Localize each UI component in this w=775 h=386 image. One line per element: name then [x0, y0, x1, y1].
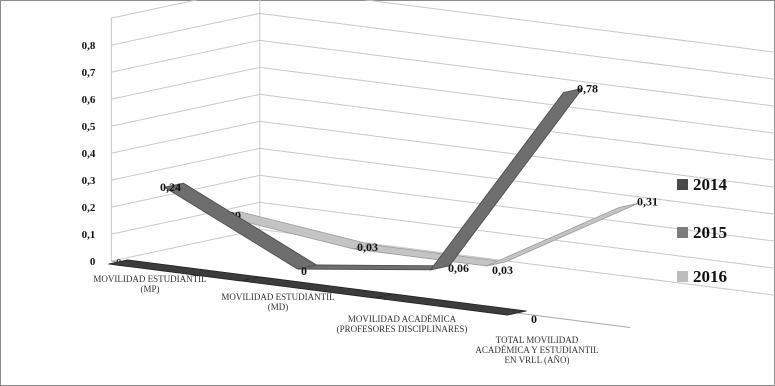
data-label-2014: 0 — [382, 291, 388, 303]
ribbon-segment-2015 — [297, 264, 450, 271]
gridline — [111, 66, 775, 134]
ribbon-segment-2015 — [429, 87, 584, 271]
data-label-2014: 0 — [531, 312, 537, 326]
y-tick-label: 0,5 — [82, 121, 96, 133]
legend-label-2016: 2016 — [693, 267, 727, 286]
ribbon-segment-2014 — [374, 293, 527, 316]
data-label-2015: 0,78 — [577, 81, 598, 95]
x-tick-label: MOVILIDAD ACADÉMICA (PROFESORES DISCIPLIN… — [337, 314, 468, 334]
x-tick-label: MOVILIDAD ESTUDIANTIL (MD) — [221, 292, 334, 312]
y-tick-label: 0,6 — [82, 94, 96, 106]
data-label-2014: 0 — [116, 257, 122, 269]
y-tick-label: 0 — [90, 256, 96, 268]
y-tick-label: 0,7 — [82, 67, 96, 79]
data-label-2014: 0 — [249, 274, 255, 286]
y-tick-label: 0,2 — [82, 202, 96, 214]
y-tick-label: 0,8 — [82, 40, 96, 52]
gridline — [111, 39, 775, 107]
data-label-2015: 0 — [301, 264, 307, 278]
legend-swatch-2016 — [677, 271, 688, 282]
legend-label-2014: 2014 — [693, 175, 728, 194]
data-label-2016: 0,03 — [357, 240, 378, 254]
gridline — [111, 93, 775, 161]
y-tick-label: 0,4 — [82, 148, 96, 160]
x-tick-label: MOVILIDAD ESTUDIANTIL (MP) — [93, 274, 206, 294]
gridline — [111, 120, 775, 188]
y-tick-label: 0,1 — [82, 229, 96, 241]
data-label-2015: 0,24 — [160, 180, 181, 194]
ribbon-segment-2016 — [486, 202, 639, 267]
legend-label-2015: 2015 — [693, 223, 727, 242]
x-tick-label: TOTAL MOVILIDAD ACADÉMICA Y ESTUDIANTIL EN… — [475, 335, 598, 365]
gridline — [111, 0, 775, 53]
gridline — [111, 12, 775, 80]
data-label-2016: 0,31 — [637, 194, 658, 208]
legend-swatch-2015 — [677, 227, 688, 238]
y-tick-label: 0,3 — [82, 175, 96, 187]
data-label-2015: 0,06 — [448, 261, 469, 275]
legend-swatch-2014 — [677, 179, 688, 190]
data-label-2016: 0,03 — [492, 263, 513, 277]
